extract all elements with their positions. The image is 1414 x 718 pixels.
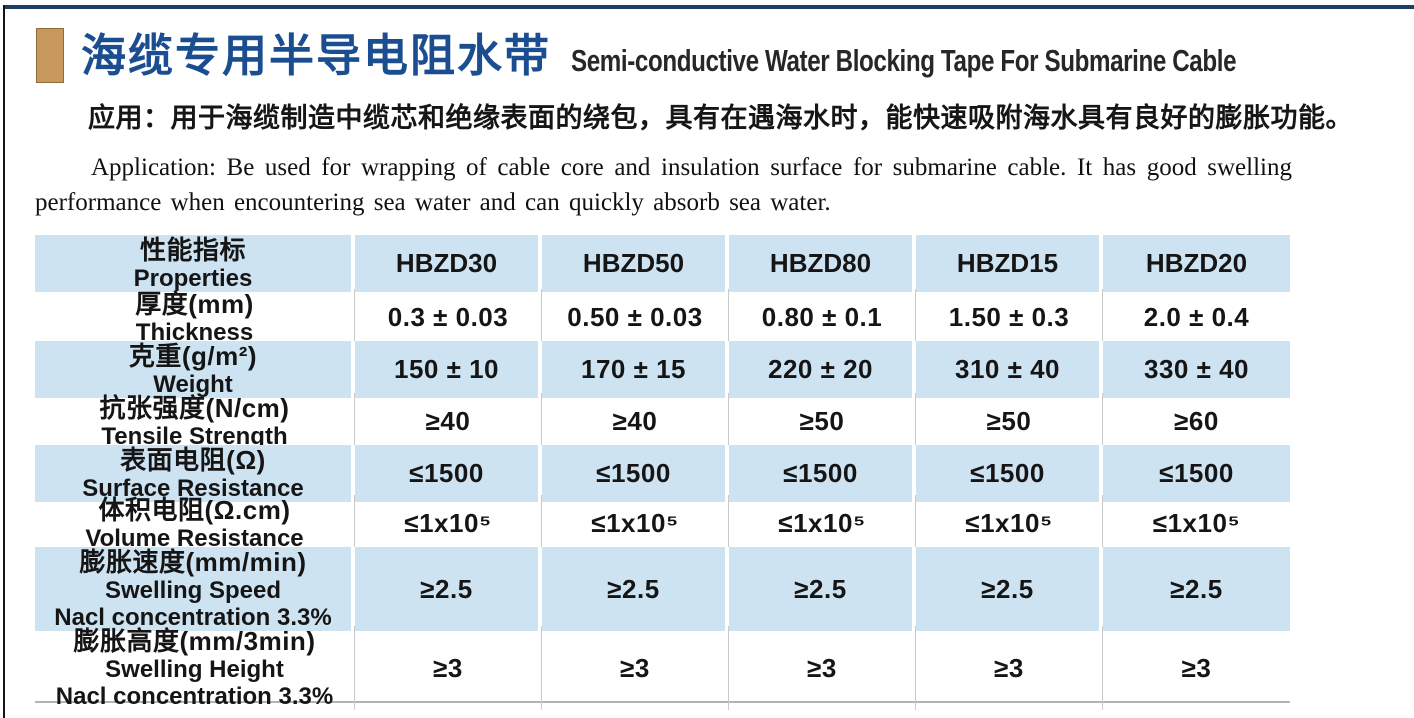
property-label-zh: 厚度(mm): [135, 289, 254, 319]
property-label-en: Surface Resistance: [82, 475, 304, 502]
spec-value: 170 ± 15: [542, 341, 729, 398]
spec-value: ≥2.5: [916, 547, 1103, 631]
model-header-hbzd20: HBZD20: [1103, 235, 1290, 292]
table-row-weight: 克重(g/m²) Weight 150 ± 10 170 ± 15 220 ± …: [35, 341, 1290, 398]
property-label-cell: 体积电阻(Ω.cm) Volume Resistance: [35, 495, 355, 552]
spec-value: ≥2.5: [729, 547, 916, 631]
spec-value: ≥50: [916, 393, 1103, 450]
property-label-zh: 抗张强度(N/cm): [99, 393, 290, 423]
spec-value: ≥60: [1174, 406, 1219, 436]
property-label-zh: 膨胀速度(mm/min): [79, 547, 307, 577]
property-label-note: Nacl concentration 3.3%: [55, 683, 334, 710]
property-label-cell: 抗张强度(N/cm) Tensile Strength: [35, 393, 355, 450]
property-label-zh: 表面电阻(Ω): [120, 445, 266, 475]
application-text-en: Application: Be used for wrapping of cab…: [35, 154, 1292, 216]
table-row-thickness: 厚度(mm) Thickness 0.3 ± 0.03 0.50 ± 0.03 …: [35, 289, 1290, 346]
spec-value: 2.0 ± 0.4: [1143, 302, 1250, 332]
spec-value: ≥3: [1181, 652, 1212, 683]
property-label-zh: 克重(g/m²): [128, 341, 258, 371]
spec-value: ≥3: [729, 626, 916, 710]
property-label-en: Weight: [153, 371, 233, 398]
property-label-zh: 体积电阻(Ω.cm): [98, 495, 291, 525]
page-title-en: Semi-conductive Water Blocking Tape For …: [571, 43, 1237, 78]
table-header-row: 性能指标 Properties HBZD30 HBZD50 HBZD80 HBZ…: [35, 235, 1290, 292]
property-label-note: Nacl concentration 3.3%: [54, 604, 332, 631]
model-header-hbzd80: HBZD80: [729, 235, 916, 292]
spec-value: 0.50 ± 0.03: [542, 289, 729, 346]
page-title-zh: 海缆专用半导电阻水带: [81, 30, 552, 81]
spec-value: ≥3: [542, 626, 729, 710]
spec-value: 1.50 ± 0.3: [916, 289, 1103, 346]
spec-value: ≤1500: [1103, 445, 1290, 502]
spec-value: 0.80 ± 0.1: [729, 289, 916, 346]
property-label-cell: 厚度(mm) Thickness: [35, 289, 355, 346]
spec-value: ≤1x10⁵: [542, 495, 729, 552]
model-header-hbzd30: HBZD30: [355, 235, 542, 292]
spec-value: ≥40: [542, 393, 729, 450]
table-row-tensile-strength: 抗张强度(N/cm) Tensile Strength ≥40 ≥40 ≥50 …: [35, 393, 1290, 450]
table-row-surface-resistance: 表面电阻(Ω) Surface Resistance ≤1500 ≤1500 ≤…: [35, 445, 1290, 502]
table-row-swelling-height: 膨胀高度(mm/3min) Swelling Height Nacl conce…: [35, 626, 1290, 710]
spec-value: ≤1x10⁵: [1152, 508, 1241, 538]
table-row-swelling-speed: 膨胀速度(mm/min) Swelling Speed Nacl concent…: [35, 547, 1290, 631]
spec-value: 220 ± 20: [729, 341, 916, 398]
property-label-cell: 表面电阻(Ω) Surface Resistance: [35, 445, 355, 502]
spec-value: ≤1500: [542, 445, 729, 502]
spec-value: ≥2.5: [542, 547, 729, 631]
spec-value: 150 ± 10: [355, 341, 542, 398]
spec-value: ≥2.5: [1103, 547, 1290, 631]
page-header: 海缆专用半导电阻水带 Semi-conductive Water Blockin…: [36, 25, 1414, 83]
properties-header-en: Properties: [133, 265, 253, 292]
spec-value: ≤1500: [729, 445, 916, 502]
spec-value: ≥2.5: [355, 547, 542, 631]
spec-value: ≥3: [355, 626, 542, 710]
property-label-zh: 膨胀高度(mm/3min): [73, 626, 316, 656]
spec-value: ≤1500: [916, 445, 1103, 502]
title-marker-block: [36, 28, 64, 83]
model-header-hbzd50: HBZD50: [542, 235, 729, 292]
spec-table: 性能指标 Properties HBZD30 HBZD50 HBZD80 HBZ…: [35, 235, 1290, 710]
spec-value: ≤1500: [355, 445, 542, 502]
spec-value: ≤1x10⁵: [729, 495, 916, 552]
spec-value: ≥50: [729, 393, 916, 450]
spec-value: ≥3: [916, 626, 1103, 710]
spec-value: ≥40: [355, 393, 542, 450]
spec-value: ≤1x10⁵: [355, 495, 542, 552]
properties-header-zh: 性能指标: [139, 235, 246, 265]
property-label-en: Swelling Height: [105, 656, 284, 683]
table-row-volume-resistance: 体积电阻(Ω.cm) Volume Resistance ≤1x10⁵ ≤1x1…: [35, 495, 1290, 552]
property-label-en: Swelling Speed: [104, 577, 282, 604]
left-edge-rule: [3, 5, 5, 718]
properties-header-cell: 性能指标 Properties: [35, 235, 355, 292]
property-label-cell: 膨胀速度(mm/min) Swelling Speed Nacl concent…: [35, 547, 355, 631]
property-label-cell: 克重(g/m²) Weight: [35, 341, 355, 398]
application-text-zh: 应用：用于海缆制造中缆芯和绝缘表面的绕包，具有在遇海水时，能快速吸附海水具有良好…: [88, 103, 1353, 133]
spec-value: 0.3 ± 0.03: [355, 289, 542, 346]
spec-value: 330 ± 40: [1103, 341, 1290, 398]
top-rule: [3, 5, 1414, 9]
spec-value: 310 ± 40: [916, 341, 1103, 398]
spec-value: ≤1x10⁵: [916, 495, 1103, 552]
property-label-cell: 膨胀高度(mm/3min) Swelling Height Nacl conce…: [35, 626, 355, 710]
model-header-hbzd15: HBZD15: [916, 235, 1103, 292]
